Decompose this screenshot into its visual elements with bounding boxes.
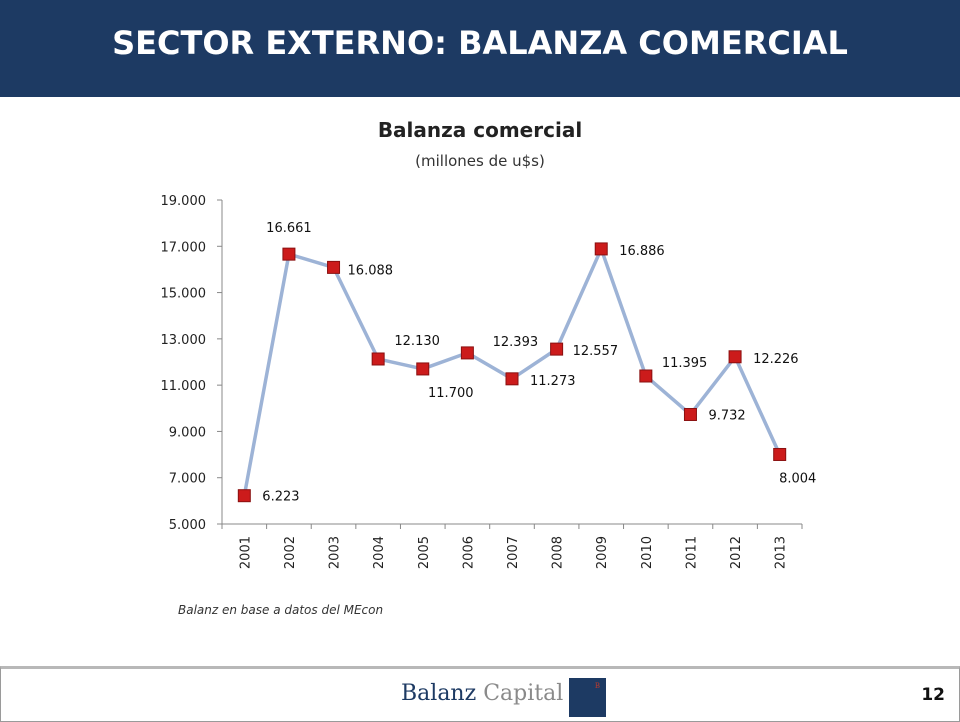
data-point (639, 369, 653, 383)
company-logo: Balanz Capital (401, 681, 563, 706)
y-tick-label: 13.000 (161, 333, 207, 348)
y-tick-label: 5.000 (169, 518, 206, 533)
data-label: 6.223 (262, 490, 299, 505)
x-tick-label: 2007 (506, 536, 521, 569)
page-title: SECTOR EXTERNO: BALANZA COMERCIAL (112, 23, 848, 62)
y-tick-label: 19.000 (161, 194, 207, 209)
chart-data-labels: 6.223 16.661 16.088 12.130 11.700 12.393 11.27… (262, 221, 816, 505)
data-label: 8.004 (779, 471, 816, 486)
data-point (237, 489, 251, 503)
chart-subtitle: (millones de u$s) (415, 152, 545, 170)
data-point (416, 362, 430, 376)
data-label: 12.393 (493, 335, 539, 350)
x-tick-label: 2008 (551, 536, 566, 569)
data-point (550, 342, 564, 356)
logo-word-2: Capital (483, 681, 564, 706)
data-label: 16.886 (619, 244, 665, 259)
y-tick-label: 7.000 (169, 472, 206, 487)
x-tick-label: 2010 (640, 536, 655, 569)
data-point (773, 447, 787, 461)
data-point (371, 352, 385, 366)
x-tick-label: 2012 (729, 536, 744, 569)
page-number: 12 (921, 685, 945, 705)
data-label: 12.226 (753, 352, 799, 367)
data-point (594, 242, 608, 256)
data-point (683, 407, 697, 421)
y-tick-label: 17.000 (161, 240, 207, 255)
header-bar: SECTOR EXTERNO: BALANZA COMERCIAL (0, 0, 960, 97)
data-label: 9.732 (708, 408, 745, 423)
source-note: Balanz en base a datos del MEcon (178, 603, 384, 617)
logo-mark-letter: B (594, 682, 600, 690)
data-point (728, 350, 742, 364)
x-tick-label: 2011 (684, 536, 699, 569)
data-label: 11.273 (530, 374, 576, 389)
data-point (282, 247, 296, 261)
data-point (505, 372, 519, 386)
data-point (460, 346, 474, 360)
chart-ticks: 5.000 7.000 9.000 11.000 13.000 15.000 17.000 1… (161, 194, 803, 569)
footer-bar: Balanz Capital B 12 (0, 666, 960, 722)
x-tick-label: 2004 (372, 536, 387, 569)
logo-word-1: Balanz (401, 681, 477, 706)
x-tick-label: 2002 (283, 536, 298, 569)
data-label: 12.130 (394, 334, 440, 349)
data-label: 16.088 (348, 263, 394, 278)
x-tick-label: 2006 (461, 536, 476, 569)
x-tick-label: 2001 (238, 536, 253, 569)
chart-series (237, 242, 787, 503)
chart-axes (221, 200, 802, 525)
data-label: 11.395 (662, 356, 708, 371)
y-tick-label: 15.000 (161, 287, 207, 302)
data-label: 11.700 (428, 386, 474, 401)
series-line (242, 247, 782, 497)
chart-title: Balanza comercial (377, 118, 583, 142)
x-tick-label: 2003 (328, 536, 343, 569)
x-tick-label: 2013 (774, 536, 789, 569)
data-point (327, 260, 341, 274)
x-tick-label: 2005 (417, 536, 432, 569)
x-tick-label: 2009 (595, 536, 610, 569)
logo-mark: B (569, 678, 606, 717)
y-tick-label: 9.000 (169, 425, 206, 440)
data-label: 12.557 (573, 344, 619, 359)
y-tick-label: 11.000 (161, 379, 207, 394)
data-label: 16.661 (266, 221, 312, 236)
